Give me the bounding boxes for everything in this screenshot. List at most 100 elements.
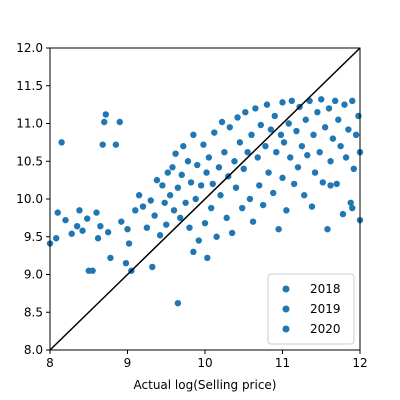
data-point <box>246 195 254 203</box>
data-point <box>217 192 224 199</box>
data-point <box>204 254 211 262</box>
data-point <box>221 148 228 156</box>
data-point <box>318 96 325 103</box>
data-point <box>293 127 300 135</box>
data-point <box>311 169 319 176</box>
data-point <box>62 216 69 224</box>
data-point <box>283 207 290 214</box>
data-point <box>125 240 133 247</box>
x-tick-label: 12 <box>352 356 367 370</box>
data-point <box>319 179 326 186</box>
data-point <box>147 197 154 204</box>
legend-label: 2020 <box>310 322 341 336</box>
data-point <box>201 219 209 227</box>
data-point <box>170 207 178 214</box>
y-axis: 8.0 8.5 9.0 9.5 10.0 10.5 11.0 11.5 12.0 <box>16 41 50 357</box>
data-point <box>166 192 174 199</box>
data-point <box>79 227 86 234</box>
x-tick-label: 11 <box>275 356 290 370</box>
data-point <box>93 209 100 216</box>
data-point <box>178 171 185 179</box>
data-point <box>239 204 246 212</box>
data-point <box>335 116 342 123</box>
data-point <box>209 180 216 188</box>
x-axis-label: Actual log(Selling price) <box>134 378 277 392</box>
data-point <box>143 224 151 231</box>
data-point <box>347 199 354 206</box>
x-tick-label: 8 <box>46 356 54 370</box>
y-tick-label: 8.5 <box>24 305 43 319</box>
data-point <box>279 174 286 182</box>
data-point <box>104 229 112 236</box>
data-point <box>259 201 267 209</box>
reference-line <box>49 47 361 351</box>
y-tick-label: 11.5 <box>16 79 43 93</box>
data-point <box>254 154 261 161</box>
data-point <box>324 226 331 233</box>
data-point <box>288 97 295 105</box>
data-point <box>184 158 192 165</box>
data-point <box>277 131 285 139</box>
y-tick-label: 12.0 <box>16 41 43 55</box>
data-point <box>304 152 311 159</box>
data-point <box>200 141 207 148</box>
data-point <box>327 182 334 189</box>
data-point <box>118 218 125 225</box>
data-point <box>339 210 347 218</box>
data-point <box>174 299 182 307</box>
data-point <box>190 131 197 139</box>
y-tick-label: 11.0 <box>16 117 43 131</box>
data-point <box>163 221 170 228</box>
data-point <box>76 207 83 214</box>
data-point <box>249 218 257 225</box>
data-point <box>231 158 238 165</box>
data-point <box>294 164 302 171</box>
data-point <box>149 263 156 271</box>
data-point <box>240 165 247 172</box>
data-point <box>187 179 195 186</box>
data-point <box>197 182 205 189</box>
data-point <box>345 126 352 133</box>
data-point <box>73 222 81 230</box>
data-point <box>314 108 321 116</box>
data-point <box>177 214 184 222</box>
data-point <box>298 142 306 150</box>
data-point <box>236 139 244 146</box>
data-point <box>271 112 278 120</box>
data-point <box>232 184 240 191</box>
data-point <box>256 182 263 189</box>
data-point <box>280 139 288 146</box>
data-point <box>203 169 210 176</box>
data-point <box>218 118 226 126</box>
data-point <box>213 233 220 240</box>
data-point <box>302 116 309 123</box>
data-point <box>270 189 277 197</box>
data-point <box>101 118 108 126</box>
data-point <box>107 254 114 262</box>
data-point <box>350 165 357 172</box>
data-point <box>252 105 259 112</box>
data-point <box>58 139 65 146</box>
data-point <box>275 226 282 233</box>
data-point <box>242 108 249 116</box>
data-point <box>159 182 166 189</box>
data-point <box>327 158 334 165</box>
data-point <box>156 232 164 239</box>
data-point <box>132 207 139 214</box>
legend-marker <box>282 285 290 293</box>
y-tick-label: 9.5 <box>24 230 43 244</box>
data-point <box>329 135 337 142</box>
data-point <box>180 142 187 150</box>
data-point <box>234 114 241 121</box>
legend-marker <box>282 325 290 333</box>
data-point <box>349 97 356 105</box>
data-point <box>205 154 213 161</box>
data-point <box>352 131 360 139</box>
data-point <box>94 235 102 242</box>
data-point <box>349 204 356 212</box>
data-point <box>195 237 202 244</box>
data-point <box>301 192 308 199</box>
data-point <box>164 169 171 176</box>
legend-marker <box>282 305 290 313</box>
